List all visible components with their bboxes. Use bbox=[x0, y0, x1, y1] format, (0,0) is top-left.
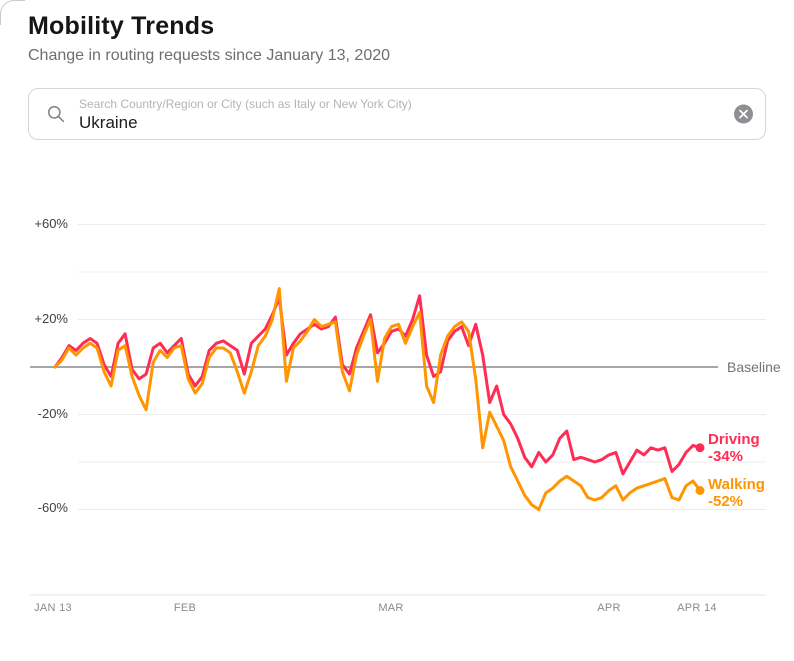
driving-legend-name: Driving bbox=[708, 431, 760, 448]
driving-legend: Driving -34% bbox=[708, 432, 760, 466]
search-box[interactable]: Search Country/Region or City (such as I… bbox=[28, 88, 766, 140]
baseline-label: Baseline bbox=[727, 359, 781, 375]
walking-legend-value: -52% bbox=[708, 493, 744, 510]
search-placeholder-label: Search Country/Region or City (such as I… bbox=[79, 96, 412, 111]
search-icon bbox=[46, 104, 66, 124]
search-field-group: Search Country/Region or City (such as I… bbox=[79, 96, 765, 133]
x-axis-tick: MAR bbox=[378, 602, 404, 614]
y-axis-tick: +60% bbox=[34, 216, 68, 231]
x-axis-tick: FEB bbox=[173, 602, 197, 614]
walking-legend-name: Walking bbox=[708, 476, 765, 493]
x-axis-tick: APR bbox=[597, 602, 621, 614]
y-axis-tick: +20% bbox=[34, 311, 68, 326]
y-axis-tick: -60% bbox=[37, 500, 68, 515]
clear-search-button[interactable] bbox=[734, 104, 753, 124]
close-icon bbox=[739, 109, 748, 119]
search-input[interactable] bbox=[79, 112, 731, 133]
x-axis-tick: JAN 13 bbox=[34, 602, 72, 614]
driving-legend-value: -34% bbox=[708, 448, 744, 465]
x-axis-tick: APR 14 bbox=[677, 602, 717, 614]
page-title: Mobility Trends bbox=[28, 12, 215, 40]
y-axis-tick: -20% bbox=[37, 406, 68, 421]
walking-legend: Walking -52% bbox=[708, 477, 765, 511]
page-subtitle: Change in routing requests since January… bbox=[28, 47, 391, 64]
